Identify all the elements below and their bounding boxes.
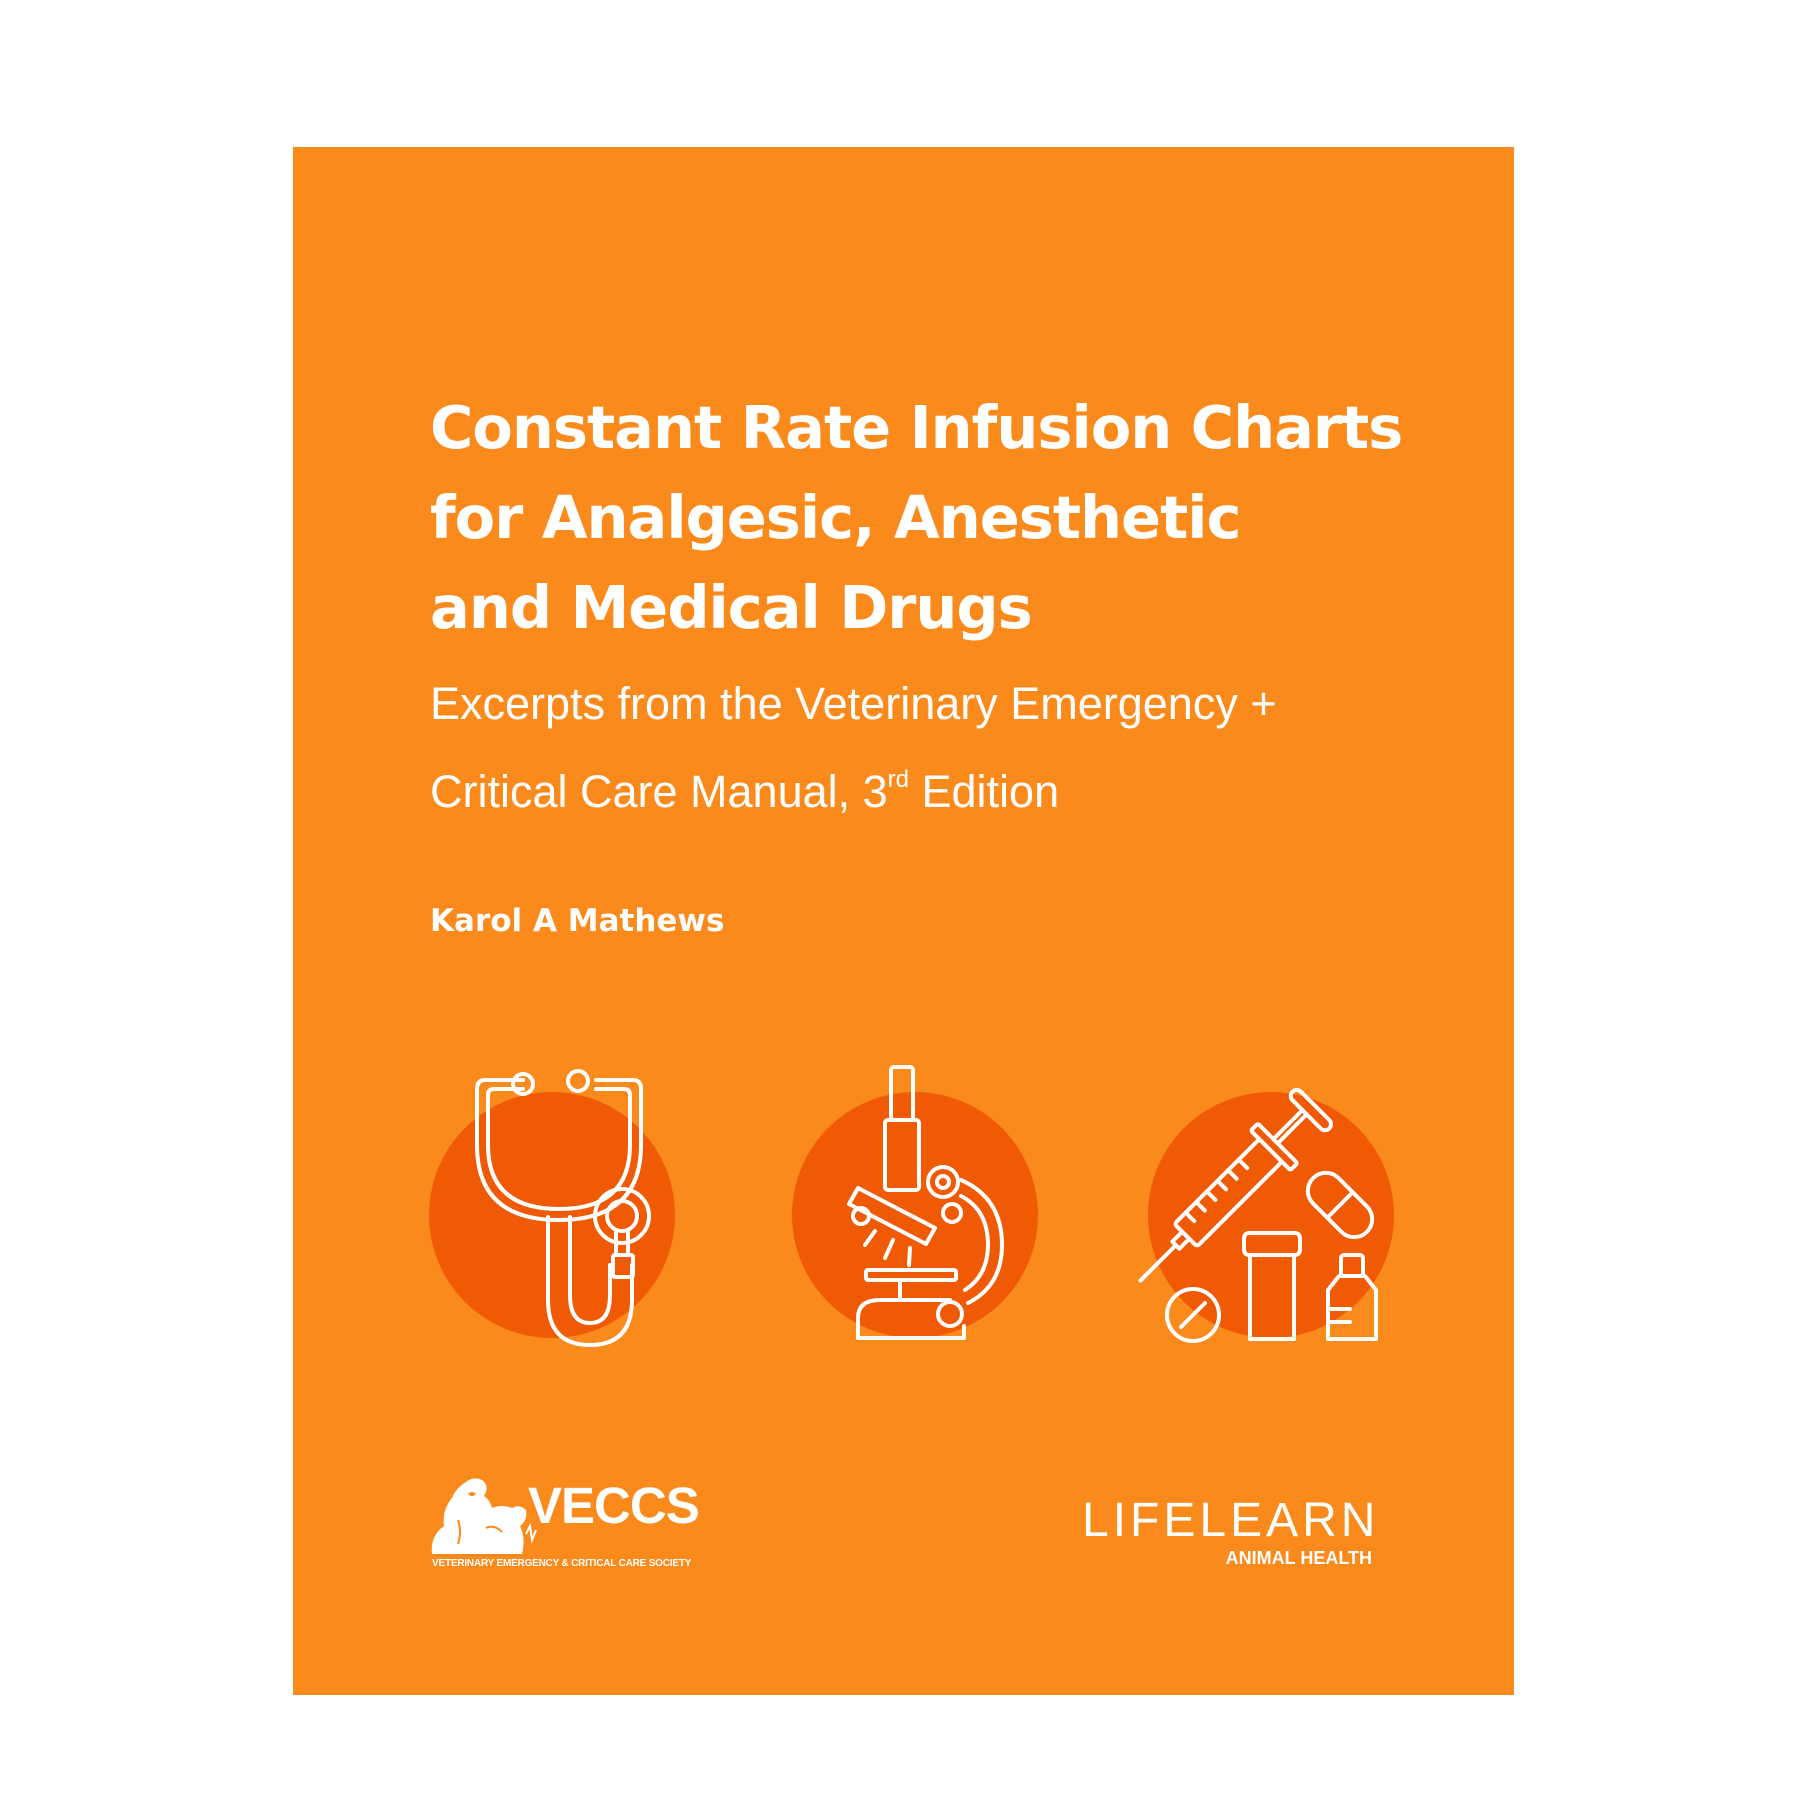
lifelearn-subline: ANIMAL HEALTH	[1225, 1548, 1372, 1568]
veccs-tagline: VETERINARY EMERGENCY & CRITICAL CARE SOC…	[432, 1558, 692, 1569]
lifelearn-logo: LIFELEARN ANIMAL HEALTH	[1082, 1493, 1382, 1573]
veccs-logo: VECCS VETERINARY EMERGENCY & CRITICAL CA…	[428, 1474, 728, 1574]
subtitle-line-2-prefix: Critical Care Manual, 3	[430, 766, 888, 817]
book-cover	[293, 147, 1514, 1695]
cover-subtitle: Excerpts from the Veterinary Emergency +…	[430, 660, 1470, 836]
subtitle-line-2-suffix: Edition	[909, 766, 1060, 817]
veccs-wordmark: VECCS	[528, 1477, 700, 1534]
author-name: Karol A Mathews	[430, 903, 725, 939]
subtitle-line-2: Critical Care Manual, 3rd Edition	[430, 748, 1470, 836]
title-line-2: for Analgesic, Anesthetic	[430, 483, 1241, 552]
lifelearn-wordmark: LIFELEARN	[1082, 1494, 1380, 1547]
title-line-3: and Medical Drugs	[430, 573, 1033, 642]
subtitle-line-1: Excerpts from the Veterinary Emergency +	[430, 678, 1277, 729]
title-line-1: Constant Rate Infusion Charts	[430, 393, 1403, 462]
edition-superscript: rd	[887, 766, 910, 793]
veccs-animals-emblem	[431, 1478, 537, 1554]
cover-title: Constant Rate Infusion Charts for Analge…	[430, 383, 1470, 653]
